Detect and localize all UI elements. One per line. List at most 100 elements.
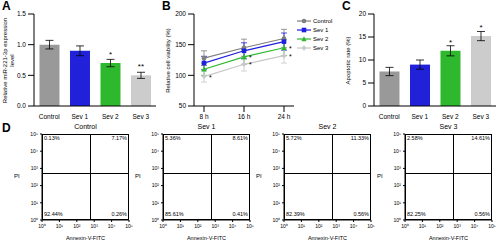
svg-text:10⁴: 10⁴ [229,223,237,229]
svg-text:10²: 10² [152,182,160,188]
svg-text:*: * [289,45,292,52]
svg-text:10²: 10² [394,182,402,188]
svg-text:10⁵: 10⁵ [367,223,375,229]
html-text:Relative cell viability (%): Relative cell viability (%) [164,27,171,93]
svg-text:10⁴: 10⁴ [350,223,358,229]
svg-text:10²: 10² [315,223,323,229]
svg-text:Control: Control [39,113,61,120]
html-text:Sev 2: Sev 2 [318,123,337,130]
svg-text:200: 200 [175,10,186,17]
html-text:Control: Control [74,123,97,130]
svg-text:Annexin-V-FITC: Annexin-V-FITC [187,235,226,240]
svg-text:10⁰: 10⁰ [159,223,167,229]
svg-text:15: 15 [359,33,367,40]
svg-text:10¹: 10¹ [394,200,402,206]
svg-text:10¹: 10¹ [177,223,185,229]
svg-text:10¹: 10¹ [419,223,427,229]
svg-text:10³: 10³ [31,165,39,171]
svg-text:150: 150 [175,41,186,48]
svg-text:1.5: 1.5 [17,10,26,17]
svg-text:10⁰: 10⁰ [280,223,288,229]
svg-text:8 h: 8 h [199,113,208,120]
svg-text:5: 5 [362,79,366,86]
svg-text:10⁴: 10⁴ [272,148,280,154]
svg-text:10¹: 10¹ [152,200,160,206]
svg-text:10⁵: 10⁵ [30,131,38,137]
svg-text:10⁵: 10⁵ [393,131,401,137]
html-text:D: D [2,121,11,135]
svg-text:10²: 10² [194,223,202,229]
svg-text:10³: 10³ [273,165,281,171]
html-text:Sev 3: Sev 3 [313,44,329,51]
svg-text:10⁴: 10⁴ [151,148,159,154]
svg-text:0.5: 0.5 [17,72,26,79]
svg-text:50: 50 [179,102,187,109]
svg-text:24 h: 24 h [278,113,291,120]
svg-text:10⁴: 10⁴ [108,223,116,229]
svg-text:*: * [449,38,452,47]
svg-text:*: * [249,54,252,61]
svg-text:10⁰: 10⁰ [393,217,401,223]
svg-text:10⁵: 10⁵ [272,131,280,137]
svg-text:Sev 3: Sev 3 [132,113,149,120]
svg-text:10⁰: 10⁰ [30,217,38,223]
svg-text:*: * [289,53,292,60]
svg-text:10⁵: 10⁵ [151,131,159,137]
svg-text:10³: 10³ [212,223,220,229]
svg-text:*: * [209,74,212,81]
svg-text:10²: 10² [31,182,39,188]
svg-text:*: * [109,50,112,59]
svg-text:Sev 1: Sev 1 [411,113,428,120]
html-text:Sev 1: Sev 1 [197,123,216,130]
svg-text:10⁵: 10⁵ [488,223,492,229]
html-text:C: C [342,0,351,13]
svg-text:10⁰: 10⁰ [38,223,46,229]
svg-text:0: 0 [362,102,366,109]
svg-text:10⁰: 10⁰ [272,217,280,223]
svg-text:Annexin-V-FITC: Annexin-V-FITC [66,235,105,240]
html-text:Sev 1: Sev 1 [313,26,329,33]
svg-text:Sev 1: Sev 1 [71,113,88,120]
svg-text:10¹: 10¹ [298,223,306,229]
svg-text:10⁴: 10⁴ [30,148,38,154]
svg-text:10³: 10³ [454,223,462,229]
svg-text:Annexin-V-FITC: Annexin-V-FITC [429,235,468,240]
svg-text:10⁵: 10⁵ [246,223,254,229]
html-text:Sev 2: Sev 2 [313,35,329,42]
svg-text:10⁴: 10⁴ [393,148,401,154]
svg-text:Sev 2: Sev 2 [102,113,119,120]
svg-text:10²: 10² [436,223,444,229]
html-text:Control: Control [313,17,333,24]
svg-text:10³: 10³ [333,223,341,229]
html-text:B: B [162,0,171,13]
svg-text:**: ** [138,62,144,71]
svg-text:16 h: 16 h [238,113,251,120]
svg-text:Annexin-V-FITC: Annexin-V-FITC [308,235,347,240]
svg-text:Control: Control [379,113,401,120]
svg-text:10: 10 [359,56,367,63]
html-text:Relative miR-221-3p expression: Relative miR-221-3p expression level [0,17,14,103]
svg-text:Sev 2: Sev 2 [442,113,459,120]
svg-text:100: 100 [175,72,186,79]
svg-text:10⁵: 10⁵ [125,223,133,229]
svg-text:0.0: 0.0 [17,102,26,109]
svg-text:10¹: 10¹ [273,200,281,206]
svg-text:10¹: 10¹ [56,223,64,229]
html-text:A: A [2,0,11,13]
svg-text:10²: 10² [73,223,81,229]
svg-text:*: * [479,23,482,32]
svg-text:10³: 10³ [91,223,99,229]
svg-text:10⁰: 10⁰ [401,223,409,229]
svg-text:10¹: 10¹ [31,200,39,206]
svg-text:10³: 10³ [394,165,402,171]
svg-text:10⁰: 10⁰ [151,217,159,223]
svg-text:10⁴: 10⁴ [471,223,479,229]
svg-text:20: 20 [359,10,367,17]
svg-text:1.0: 1.0 [17,41,26,48]
svg-text:*: * [249,61,252,68]
html-text:Apoptotic rate (%): Apoptotic rate (%) [344,36,351,84]
html-text:Sev 3: Sev 3 [439,123,458,130]
svg-text:Sev 3: Sev 3 [472,113,489,120]
svg-text:10²: 10² [273,182,281,188]
svg-text:10³: 10³ [152,165,160,171]
